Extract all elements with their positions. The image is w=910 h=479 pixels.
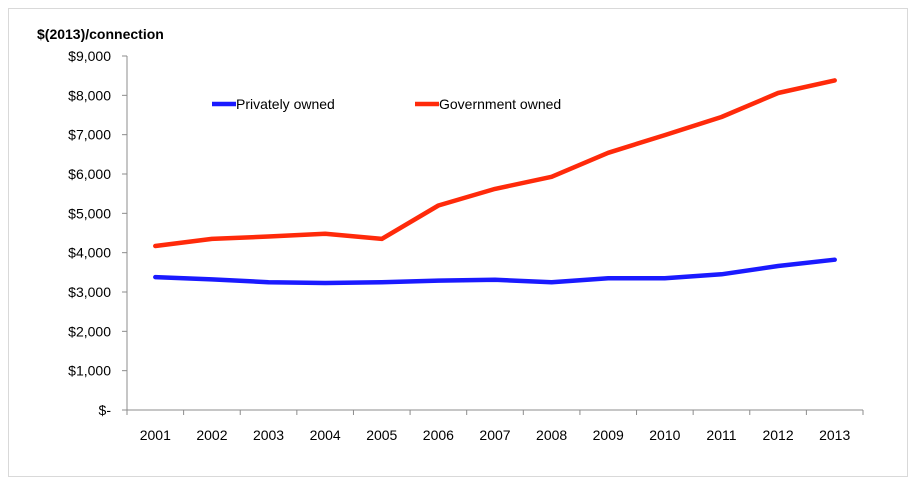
y-tick-label: $1,000 bbox=[68, 363, 111, 379]
x-tick-label: 2006 bbox=[423, 427, 454, 443]
y-tick-label: $7,000 bbox=[68, 127, 111, 143]
ticks: $- $1,000 $2,000 $3,000 $4,000 $5,000 $6,000 $7… bbox=[68, 48, 864, 443]
x-tick-label: 2001 bbox=[140, 427, 171, 443]
legend-label: Privately owned bbox=[236, 96, 335, 112]
x-tick-label: 2004 bbox=[310, 427, 341, 443]
chart-frame bbox=[8, 8, 908, 477]
x-tick-label: 2012 bbox=[762, 427, 793, 443]
y-tick-label: $8,000 bbox=[68, 87, 111, 103]
y-tick-label: $3,000 bbox=[68, 284, 111, 300]
axes bbox=[126, 56, 863, 411]
x-tick-label: 2009 bbox=[593, 427, 624, 443]
y-tick-label: $- bbox=[99, 402, 112, 418]
x-tick-label: 2013 bbox=[819, 427, 850, 443]
legend-label: Government owned bbox=[439, 96, 561, 112]
x-tick-label: 2007 bbox=[479, 427, 510, 443]
x-tick-label: 2011 bbox=[706, 427, 736, 443]
y-tick-label: $9,000 bbox=[68, 48, 111, 64]
x-tick-label: 2002 bbox=[196, 427, 227, 443]
y-tick-label: $4,000 bbox=[68, 245, 111, 261]
legend: Privately owned Government owned bbox=[212, 96, 561, 112]
y-tick-label: $6,000 bbox=[68, 166, 111, 182]
series-lines bbox=[153, 78, 837, 286]
x-tick-label: 2003 bbox=[253, 427, 284, 443]
series-line-0 bbox=[153, 257, 837, 286]
x-tick-label: 2010 bbox=[649, 427, 680, 443]
x-tick-label: 2008 bbox=[536, 427, 567, 443]
series-line-1 bbox=[153, 78, 837, 249]
y-axis-label: $(2013)/connection bbox=[37, 26, 164, 42]
x-tick-label: 2005 bbox=[366, 427, 397, 443]
y-tick-label: $2,000 bbox=[68, 323, 111, 339]
y-tick-label: $5,000 bbox=[68, 205, 111, 221]
